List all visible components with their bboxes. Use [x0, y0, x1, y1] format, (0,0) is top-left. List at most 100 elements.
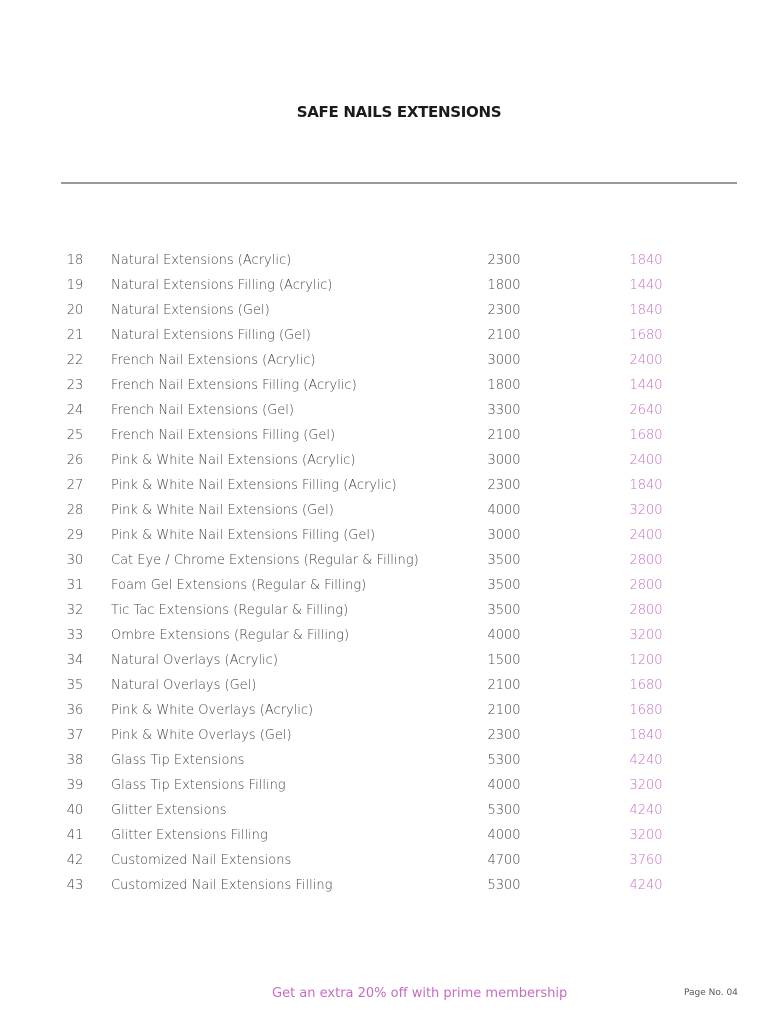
service-name: Foam Gel Extensions (Regular & Filling) — [111, 578, 367, 593]
page-number: Page No. 04 — [684, 988, 738, 998]
member-price: 1440 — [629, 278, 663, 293]
member-price: 1680 — [629, 428, 663, 443]
item-number: 22 — [66, 353, 84, 368]
item-number: 35 — [66, 678, 84, 693]
regular-price: 2100 — [487, 703, 521, 718]
regular-price: 3000 — [487, 453, 521, 468]
regular-price: 1800 — [487, 278, 521, 293]
item-number: 19 — [66, 278, 84, 293]
member-price: 1840 — [629, 728, 663, 743]
member-price: 3760 — [629, 853, 663, 868]
regular-price: 3000 — [487, 528, 521, 543]
regular-price: 4000 — [487, 503, 521, 518]
member-price: 2800 — [629, 553, 663, 568]
member-price: 2800 — [629, 578, 663, 593]
item-number: 24 — [66, 403, 84, 418]
service-name: Glitter Extensions Filling — [111, 828, 268, 843]
list-item: 23 French Nail Extensions Filling (Acryli… — [0, 376, 778, 401]
member-price: 3200 — [629, 628, 663, 643]
regular-price: 3500 — [487, 553, 521, 568]
list-item: 36 Pink & White Overlays (Acrylic) 2100 168… — [0, 701, 778, 726]
list-item: 25 French Nail Extensions Filling (Gel) 21… — [0, 426, 778, 451]
service-name: Customized Nail Extensions Filling — [111, 878, 333, 893]
list-item: 19 Natural Extensions Filling (Acrylic) 18… — [0, 276, 778, 301]
list-item: 26 Pink & White Nail Extensions (Acrylic)… — [0, 451, 778, 476]
member-price: 1680 — [629, 328, 663, 343]
member-price: 1200 — [629, 653, 663, 668]
item-number: 41 — [66, 828, 84, 843]
list-item: 30 Cat Eye / Chrome Extensions (Regular &… — [0, 551, 778, 576]
list-item: 33 Ombre Extensions (Regular & Filling) 40… — [0, 626, 778, 651]
list-item: 43 Customized Nail Extensions Filling 5300… — [0, 876, 778, 901]
list-item: 37 Pink & White Overlays (Gel) 2300 1840 — [0, 726, 778, 751]
service-name: Ombre Extensions (Regular & Filling) — [111, 628, 350, 643]
member-price: 1840 — [629, 303, 663, 318]
regular-price: 2100 — [487, 428, 521, 443]
member-price: 4240 — [629, 753, 663, 768]
price-list: 18 Natural Extensions (Acrylic) 2300 1840 19… — [0, 251, 778, 901]
member-price: 3200 — [629, 828, 663, 843]
service-name: French Nail Extensions Filling (Acrylic) — [111, 378, 357, 393]
item-number: 42 — [66, 853, 84, 868]
member-price: 1680 — [629, 703, 663, 718]
regular-price: 2300 — [487, 478, 521, 493]
service-name: Pink & White Nail Extensions (Gel) — [111, 503, 334, 518]
list-item: 34 Natural Overlays (Acrylic) 1500 1200 — [0, 651, 778, 676]
item-number: 40 — [66, 803, 84, 818]
member-price: 2400 — [629, 528, 663, 543]
service-name: French Nail Extensions (Acrylic) — [111, 353, 316, 368]
list-item: 18 Natural Extensions (Acrylic) 2300 1840 — [0, 251, 778, 276]
service-name: Natural Overlays (Gel) — [111, 678, 257, 693]
member-price: 1840 — [629, 253, 663, 268]
regular-price: 4000 — [487, 628, 521, 643]
divider — [61, 182, 737, 184]
regular-price: 2300 — [487, 253, 521, 268]
item-number: 29 — [66, 528, 84, 543]
regular-price: 4700 — [487, 853, 521, 868]
list-item: 31 Foam Gel Extensions (Regular & Filling… — [0, 576, 778, 601]
regular-price: 5300 — [487, 753, 521, 768]
regular-price: 2300 — [487, 303, 521, 318]
service-name: Glass Tip Extensions Filling — [111, 778, 286, 793]
item-number: 21 — [66, 328, 84, 343]
list-item: 27 Pink & White Nail Extensions Filling (… — [0, 476, 778, 501]
item-number: 31 — [66, 578, 84, 593]
service-name: Glitter Extensions — [111, 803, 227, 818]
item-number: 20 — [66, 303, 84, 318]
list-item: 38 Glass Tip Extensions 5300 4240 — [0, 751, 778, 776]
service-name: Natural Extensions (Acrylic) — [111, 253, 292, 268]
member-price: 2640 — [629, 403, 663, 418]
service-name: Glass Tip Extensions — [111, 753, 245, 768]
item-number: 26 — [66, 453, 84, 468]
service-name: Pink & White Nail Extensions Filling (Ge… — [111, 528, 376, 543]
membership-promo: Get an extra 20% off with prime membersh… — [272, 986, 568, 1001]
list-item: 22 French Nail Extensions (Acrylic) 3000 24… — [0, 351, 778, 376]
regular-price: 3300 — [487, 403, 521, 418]
regular-price: 3500 — [487, 578, 521, 593]
member-price: 4240 — [629, 803, 663, 818]
list-item: 24 French Nail Extensions (Gel) 3300 2640 — [0, 401, 778, 426]
member-price: 4240 — [629, 878, 663, 893]
list-item: 39 Glass Tip Extensions Filling 4000 3200 — [0, 776, 778, 801]
regular-price: 4000 — [487, 778, 521, 793]
regular-price: 5300 — [487, 803, 521, 818]
list-item: 42 Customized Nail Extensions 4700 3760 — [0, 851, 778, 876]
member-price: 3200 — [629, 778, 663, 793]
regular-price: 1800 — [487, 378, 521, 393]
item-number: 25 — [66, 428, 84, 443]
list-item: 35 Natural Overlays (Gel) 2100 1680 — [0, 676, 778, 701]
member-price: 2400 — [629, 353, 663, 368]
regular-price: 4000 — [487, 828, 521, 843]
item-number: 39 — [66, 778, 84, 793]
service-name: Pink & White Overlays (Gel) — [111, 728, 292, 743]
item-number: 37 — [66, 728, 84, 743]
regular-price: 2300 — [487, 728, 521, 743]
item-number: 36 — [66, 703, 84, 718]
member-price: 1840 — [629, 478, 663, 493]
member-price: 3200 — [629, 503, 663, 518]
item-number: 38 — [66, 753, 84, 768]
list-item: 28 Pink & White Nail Extensions (Gel) 4000… — [0, 501, 778, 526]
service-name: French Nail Extensions (Gel) — [111, 403, 294, 418]
regular-price: 2100 — [487, 328, 521, 343]
service-name: Customized Nail Extensions — [111, 853, 292, 868]
